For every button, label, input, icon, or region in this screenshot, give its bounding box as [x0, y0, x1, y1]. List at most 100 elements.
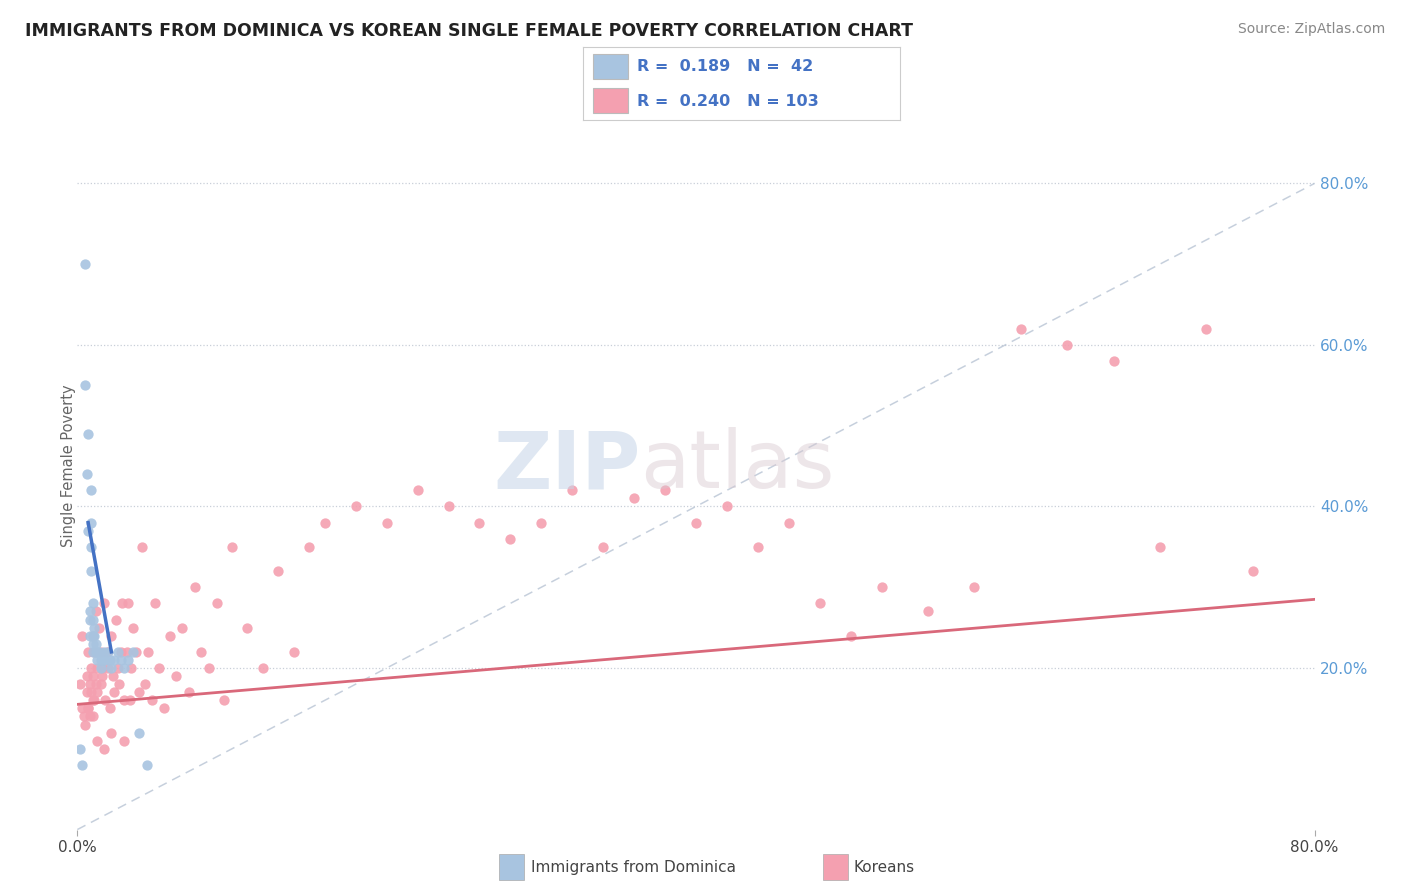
- Y-axis label: Single Female Poverty: Single Female Poverty: [62, 384, 76, 548]
- Point: [134, 677, 156, 691]
- Text: Source: ZipAtlas.com: Source: ZipAtlas.com: [1237, 22, 1385, 37]
- Point: [80, 564, 103, 578]
- Point: [112, 733, 135, 747]
- Point: [252, 661, 274, 675]
- Text: R =  0.240   N = 103: R = 0.240 N = 103: [637, 94, 820, 109]
- Point: [87, 621, 110, 635]
- Point: [83, 693, 105, 707]
- Point: [530, 516, 553, 530]
- Point: [148, 661, 170, 675]
- Text: IMMIGRANTS FROM DOMINICA VS KOREAN SINGLE FEMALE POVERTY CORRELATION CHART: IMMIGRANTS FROM DOMINICA VS KOREAN SINGL…: [25, 22, 914, 40]
- Point: [108, 677, 131, 691]
- Point: [122, 621, 145, 635]
- Point: [77, 701, 100, 715]
- Point: [870, 580, 893, 594]
- Point: [91, 653, 114, 667]
- Point: [77, 645, 100, 659]
- Text: Immigrants from Dominica: Immigrants from Dominica: [531, 860, 737, 874]
- Point: [77, 426, 100, 441]
- Point: [778, 516, 800, 530]
- Point: [80, 483, 103, 498]
- Point: [1241, 564, 1264, 578]
- Point: [84, 645, 107, 659]
- Point: [82, 669, 104, 683]
- Point: [80, 685, 103, 699]
- Text: R =  0.189   N =  42: R = 0.189 N = 42: [637, 59, 814, 74]
- Point: [177, 685, 200, 699]
- Point: [80, 540, 103, 554]
- Point: [118, 693, 141, 707]
- Point: [141, 693, 163, 707]
- Point: [82, 629, 104, 643]
- Point: [184, 580, 207, 594]
- Point: [153, 701, 176, 715]
- Point: [115, 645, 138, 659]
- Point: [86, 645, 108, 659]
- Point: [90, 677, 111, 691]
- Point: [468, 516, 491, 530]
- Point: [406, 483, 429, 498]
- Point: [79, 613, 101, 627]
- Point: [214, 693, 236, 707]
- Point: [75, 378, 96, 392]
- Point: [93, 741, 115, 756]
- Point: [110, 645, 132, 659]
- Point: [125, 645, 148, 659]
- Point: [86, 653, 108, 667]
- Point: [79, 629, 101, 643]
- Point: [138, 645, 160, 659]
- Point: [190, 645, 212, 659]
- Point: [1056, 338, 1078, 352]
- Point: [90, 653, 111, 667]
- Point: [143, 596, 166, 610]
- Point: [808, 596, 831, 610]
- Point: [70, 701, 93, 715]
- Point: [122, 645, 145, 659]
- Point: [205, 596, 228, 610]
- Point: [84, 605, 107, 619]
- Point: [82, 613, 104, 627]
- Point: [82, 629, 104, 643]
- Point: [165, 669, 187, 683]
- Point: [298, 540, 321, 554]
- Point: [314, 516, 336, 530]
- Point: [82, 596, 104, 610]
- Point: [91, 669, 114, 683]
- Point: [75, 257, 96, 271]
- Point: [94, 693, 117, 707]
- Point: [76, 685, 98, 699]
- Point: [117, 653, 139, 667]
- Point: [90, 645, 111, 659]
- Point: [112, 693, 135, 707]
- Point: [131, 540, 153, 554]
- Point: [103, 653, 125, 667]
- Point: [110, 653, 132, 667]
- Point: [79, 677, 101, 691]
- Point: [70, 629, 93, 643]
- FancyBboxPatch shape: [593, 88, 627, 113]
- Point: [103, 685, 125, 699]
- Point: [1149, 540, 1171, 554]
- Point: [86, 685, 108, 699]
- Point: [112, 661, 135, 675]
- Point: [76, 669, 98, 683]
- Point: [105, 613, 127, 627]
- Point: [98, 653, 121, 667]
- Point: [128, 685, 150, 699]
- Point: [159, 629, 181, 643]
- Point: [283, 645, 305, 659]
- Point: [121, 661, 143, 675]
- Point: [107, 645, 129, 659]
- Point: [236, 621, 259, 635]
- Point: [1102, 354, 1125, 368]
- Point: [100, 661, 122, 675]
- Point: [77, 701, 100, 715]
- Point: [100, 725, 122, 739]
- Point: [82, 709, 104, 723]
- Point: [747, 540, 769, 554]
- Point: [499, 532, 522, 546]
- Point: [77, 524, 100, 538]
- Point: [963, 580, 986, 594]
- Text: ZIP: ZIP: [494, 427, 640, 505]
- FancyBboxPatch shape: [593, 54, 627, 78]
